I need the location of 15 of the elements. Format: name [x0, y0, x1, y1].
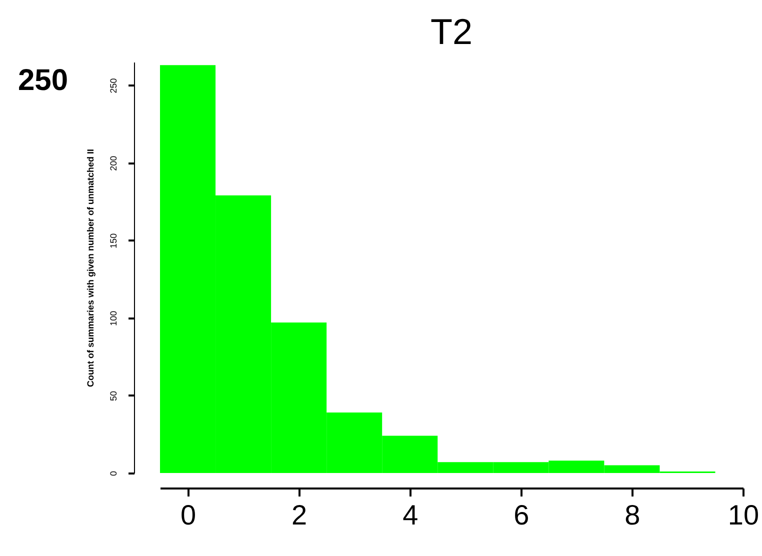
x-tick-label: 10 — [728, 500, 760, 530]
y-tick-label: 250 — [108, 78, 118, 94]
chart-title: T2 — [430, 11, 473, 52]
y-tick-label: 150 — [108, 233, 118, 248]
y-tick-label: 200 — [108, 156, 118, 171]
x-tick-label: 4 — [402, 500, 418, 530]
x-tick-label: 6 — [514, 500, 530, 530]
y-axis-title: Count of summaries with given number of unmatched II — [86, 148, 96, 388]
text: 250 — [18, 64, 68, 98]
x-tick-label: 2 — [292, 500, 308, 530]
y-tick-label: 50 — [108, 390, 118, 401]
x-tick-label: 8 — [624, 500, 640, 530]
y-tick-label: 0 — [108, 470, 118, 476]
x-tick-label: 0 — [180, 500, 196, 530]
y-tick-label: 100 — [108, 310, 118, 326]
